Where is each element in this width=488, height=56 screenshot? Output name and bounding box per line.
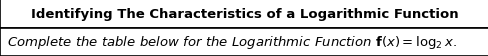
Text: $\it{Complete\ the\ table\ below\ for\ the\ Logarithmic\ Function\ }\mathbf{f}(\: $\it{Complete\ the\ table\ below\ for\ t…	[7, 34, 456, 50]
Text: Identifying The Characteristics of a Logarithmic Function: Identifying The Characteristics of a Log…	[31, 8, 457, 20]
